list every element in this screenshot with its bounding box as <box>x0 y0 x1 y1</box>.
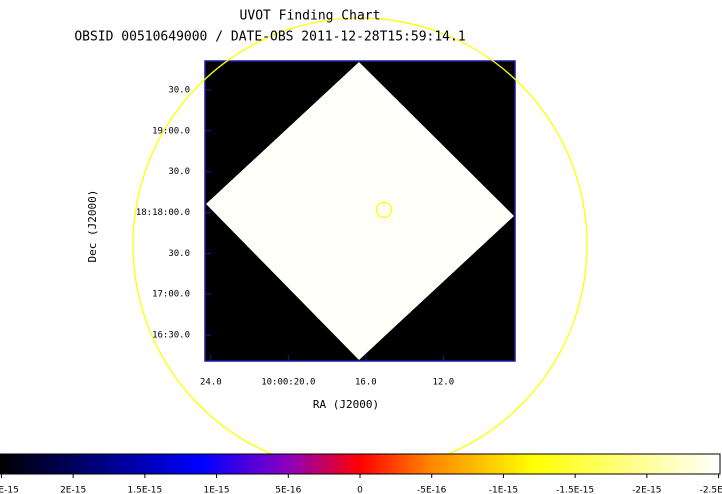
chart-subtitle: OBSID 00510649000 / DATE-OBS 2011-12-28T… <box>74 30 465 45</box>
x-tick-label: 24.0 <box>200 378 222 388</box>
y-tick-label: 30.0 <box>168 249 190 259</box>
source-circle <box>375 201 393 219</box>
x-tick-label: 10:00:20.0 <box>261 378 315 388</box>
colorbar-tick-label: -2.5E-15 <box>700 486 722 494</box>
y-tick-label: 18:18:00.0 <box>136 208 190 218</box>
colorbar-tick-label: 0 <box>357 486 363 494</box>
y-tick-label: 30.0 <box>168 85 190 95</box>
y-tick-label: 16:30.0 <box>152 331 190 341</box>
y-tick-label: 19:00.0 <box>152 126 190 136</box>
y-tick-label: 17:00.0 <box>152 290 190 300</box>
colorbar-tick-label: -2E-15 <box>632 486 661 494</box>
colorbar-tick-label: 2E-15 <box>60 486 86 494</box>
colorbar-tick-label: 2.5E-15 <box>0 486 19 494</box>
colorbar-tick-label: -5E-16 <box>417 486 447 494</box>
colorbar <box>0 453 721 475</box>
y-tick-label: 30.0 <box>168 167 190 177</box>
x-axis-label: RA (J2000) <box>313 398 379 411</box>
colorbar-tick-label: 1.5E-15 <box>128 486 163 494</box>
plot-frame <box>204 60 516 362</box>
colorbar-tick-label: 1E-15 <box>204 486 230 494</box>
colorbar-tick-label: 5E-16 <box>275 486 301 494</box>
chart-title: UVOT Finding Chart <box>240 9 381 24</box>
x-tick-label: 12.0 <box>432 378 454 388</box>
colorbar-tick-label: -1.5E-15 <box>556 486 594 494</box>
x-tick-label: 16.0 <box>355 378 377 388</box>
exposure-footprint <box>206 62 514 360</box>
y-axis-label: Dec (J2000) <box>86 190 99 263</box>
colorbar-tick-label: -1E-15 <box>489 486 518 494</box>
